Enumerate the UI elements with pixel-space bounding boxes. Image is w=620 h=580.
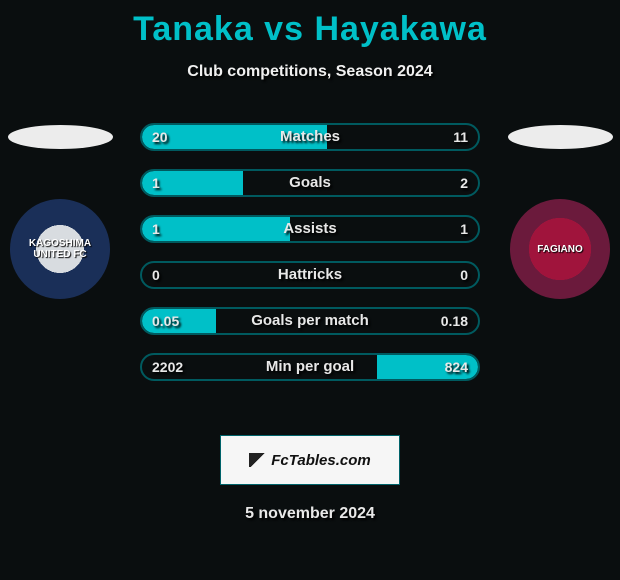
- player-left-photo-placeholder: [8, 125, 113, 149]
- stat-label: Goals: [142, 171, 478, 195]
- stat-row: Goals1 2: [140, 169, 480, 197]
- player-right-photo-placeholder: [508, 125, 613, 149]
- stat-row: Assists1 1: [140, 215, 480, 243]
- stat-value-right: 2: [460, 171, 468, 195]
- brand-chart-icon: [249, 453, 267, 467]
- stat-row: Matches20 11: [140, 123, 480, 151]
- stat-label: Goals per match: [142, 309, 478, 333]
- stat-value-right: 824: [445, 355, 468, 379]
- stat-bars: Matches2011Goals12Assists11Hattricks00Go…: [140, 123, 480, 399]
- club-badge-right-label: FAGIANO: [537, 244, 583, 255]
- club-badge-left-label: KAGOSHIMA UNITED FC: [10, 238, 110, 260]
- subtitle: Club competitions, Season 2024: [0, 63, 620, 81]
- stat-row: Min per goal2202 824: [140, 353, 480, 381]
- stat-value-left: 0.05: [152, 309, 179, 333]
- player-right-col: FAGIANO: [500, 111, 620, 299]
- stat-value-right: 0: [460, 263, 468, 287]
- brand-badge: FcTables.com: [220, 435, 400, 485]
- stat-value-left: 1: [152, 171, 160, 195]
- stat-label: Assists: [142, 217, 478, 241]
- stat-value-left: 2202: [152, 355, 183, 379]
- stat-label: Min per goal: [142, 355, 478, 379]
- page-title: Tanaka vs Hayakawa: [0, 0, 620, 49]
- stat-label: Hattricks: [142, 263, 478, 287]
- club-badge-right: FAGIANO: [510, 199, 610, 299]
- stat-row: Goals per match0.05 0.18: [140, 307, 480, 335]
- player-left-col: KAGOSHIMA UNITED FC: [0, 111, 120, 299]
- brand-text: FcTables.com: [271, 452, 370, 469]
- stat-label: Matches: [142, 125, 478, 149]
- stat-value-left: 20: [152, 125, 168, 149]
- stat-value-left: 1: [152, 217, 160, 241]
- comparison-area: KAGOSHIMA UNITED FC FAGIANO Matches2011G…: [0, 111, 620, 411]
- stat-row: Hattricks0 0: [140, 261, 480, 289]
- stat-value-right: 11: [453, 125, 468, 149]
- stat-value-right: 0.18: [441, 309, 468, 333]
- stat-value-left: 0: [152, 263, 160, 287]
- date-text: 5 november 2024: [0, 505, 620, 523]
- stat-value-right: 1: [460, 217, 468, 241]
- club-badge-left: KAGOSHIMA UNITED FC: [10, 199, 110, 299]
